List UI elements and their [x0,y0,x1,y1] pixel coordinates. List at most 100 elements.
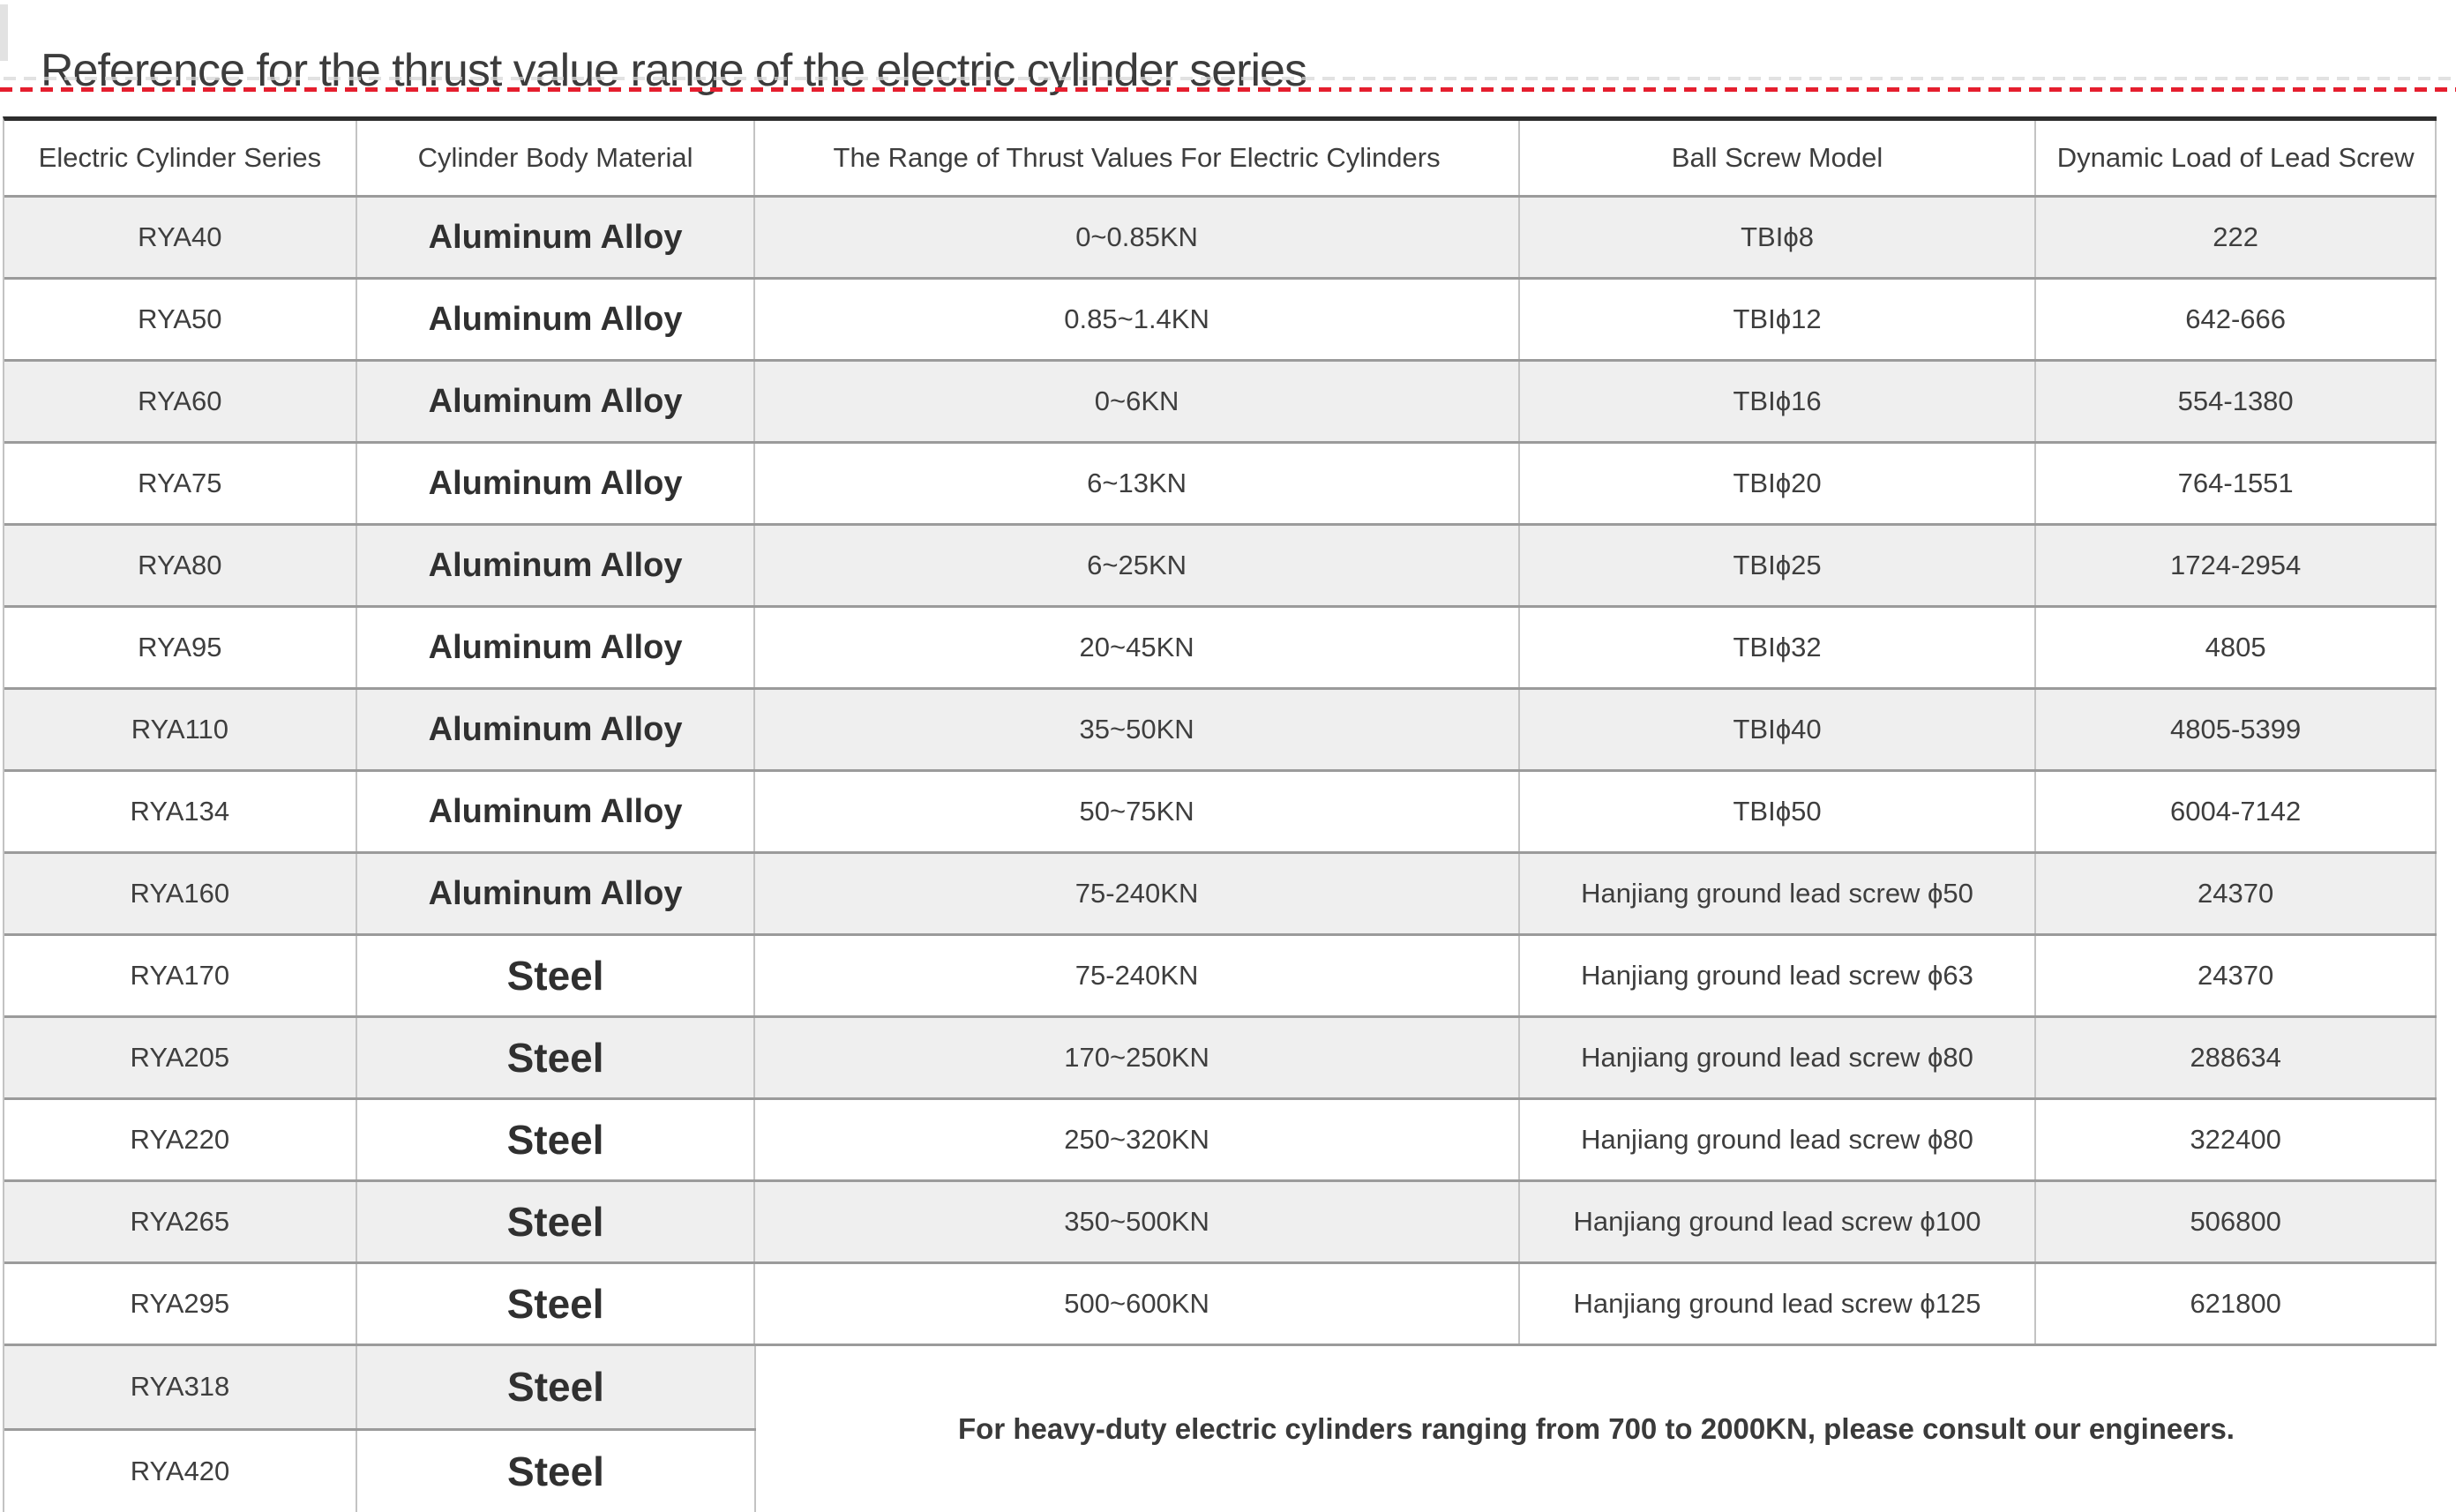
cell-series: RYA420 [4,1431,357,1512]
cell-series: RYA160 [4,854,357,933]
cell-series: RYA134 [4,772,357,851]
column-header-load: Dynamic Load of Lead Screw [2036,121,2437,195]
cell-material: Steel [357,1431,756,1512]
column-header-series: Electric Cylinder Series [4,121,357,195]
cell-screw: TBIϕ32 [1520,608,2037,687]
cell-load: 642-666 [2036,280,2437,359]
cell-thrust: 170~250KN [755,1018,1519,1097]
table-bottom-section: RYA318 Steel RYA420 Steel For heavy-duty… [4,1344,2437,1512]
cell-load: 24370 [2036,854,2437,933]
cell-load: 322400 [2036,1100,2437,1179]
cell-load: 621800 [2036,1264,2437,1344]
cell-screw: Hanjiang ground lead screw ϕ125 [1520,1264,2037,1344]
cell-load: 4805 [2036,608,2437,687]
cell-screw: Hanjiang ground lead screw ϕ63 [1520,936,2037,1015]
cell-screw: TBIϕ40 [1520,690,2037,769]
cell-material: Aluminum Alloy [357,526,756,605]
cell-thrust: 0.85~1.4KN [755,280,1519,359]
cell-thrust: 250~320KN [755,1100,1519,1179]
table-row: RYA420 Steel [4,1428,756,1512]
cell-series: RYA40 [4,198,357,277]
cell-series: RYA60 [4,362,357,441]
column-header-material: Cylinder Body Material [357,121,756,195]
cell-material: Aluminum Alloy [357,608,756,687]
cell-series: RYA295 [4,1264,357,1344]
cell-load: 24370 [2036,936,2437,1015]
cell-screw: TBIϕ25 [1520,526,2037,605]
cell-screw: Hanjiang ground lead screw ϕ80 [1520,1018,2037,1097]
cell-material: Aluminum Alloy [357,444,756,523]
cell-load: 764-1551 [2036,444,2437,523]
table-header-row: Electric Cylinder Series Cylinder Body M… [4,121,2437,195]
cell-series: RYA95 [4,608,357,687]
cell-series: RYA170 [4,936,357,1015]
cell-thrust: 20~45KN [755,608,1519,687]
cell-load: 222 [2036,198,2437,277]
cell-load: 1724-2954 [2036,526,2437,605]
cell-screw: TBIϕ8 [1520,198,2037,277]
cell-series: RYA75 [4,444,357,523]
cell-thrust: 0~6KN [755,362,1519,441]
cell-material: Aluminum Alloy [357,854,756,933]
table-row: RYA318 Steel [4,1346,756,1428]
cell-series: RYA205 [4,1018,357,1097]
cell-material: Steel [357,1018,756,1097]
column-header-thrust: The Range of Thrust Values For Electric … [755,121,1519,195]
cell-material: Aluminum Alloy [357,772,756,851]
cell-screw: TBIϕ12 [1520,280,2037,359]
cell-series: RYA220 [4,1100,357,1179]
cell-thrust: 50~75KN [755,772,1519,851]
cell-thrust: 75-240KN [755,936,1519,1015]
cell-thrust: 6~13KN [755,444,1519,523]
cell-thrust: 500~600KN [755,1264,1519,1344]
cell-screw: TBIϕ20 [1520,444,2037,523]
cell-thrust: 75-240KN [755,854,1519,933]
cell-material: Steel [357,936,756,1015]
cell-thrust: 0~0.85KN [755,198,1519,277]
cell-load: 6004-7142 [2036,772,2437,851]
cell-load: 288634 [2036,1018,2437,1097]
cell-screw: Hanjiang ground lead screw ϕ80 [1520,1100,2037,1179]
cell-series: RYA80 [4,526,357,605]
cell-series: RYA265 [4,1182,357,1261]
cell-material: Aluminum Alloy [357,362,756,441]
merged-note-cell: For heavy-duty electric cylinders rangin… [756,1346,2437,1512]
cell-load: 554-1380 [2036,362,2437,441]
cell-material: Aluminum Alloy [357,280,756,359]
cell-series: RYA110 [4,690,357,769]
cell-screw: TBIϕ16 [1520,362,2037,441]
cell-load: 4805-5399 [2036,690,2437,769]
bottom-left-rows: RYA318 Steel RYA420 Steel [4,1346,756,1512]
gray-dashed-divider [4,77,2456,80]
red-dashed-divider [0,87,2456,92]
cell-load: 506800 [2036,1182,2437,1261]
column-header-screw: Ball Screw Model [1520,121,2037,195]
thrust-reference-table: Electric Cylinder Series Cylinder Body M… [3,116,2437,1512]
cell-material: Aluminum Alloy [357,690,756,769]
cell-series: RYA50 [4,280,357,359]
cell-material: Steel [357,1100,756,1179]
left-edge-mark [0,4,8,61]
cell-material: Steel [357,1264,756,1344]
cell-screw: TBIϕ50 [1520,772,2037,851]
cell-material: Steel [357,1182,756,1261]
cell-thrust: 6~25KN [755,526,1519,605]
cell-thrust: 350~500KN [755,1182,1519,1261]
heavy-duty-note: For heavy-duty electric cylinders rangin… [958,1412,2235,1446]
cell-screw: Hanjiang ground lead screw ϕ50 [1520,854,2037,933]
cell-material: Steel [357,1346,756,1428]
